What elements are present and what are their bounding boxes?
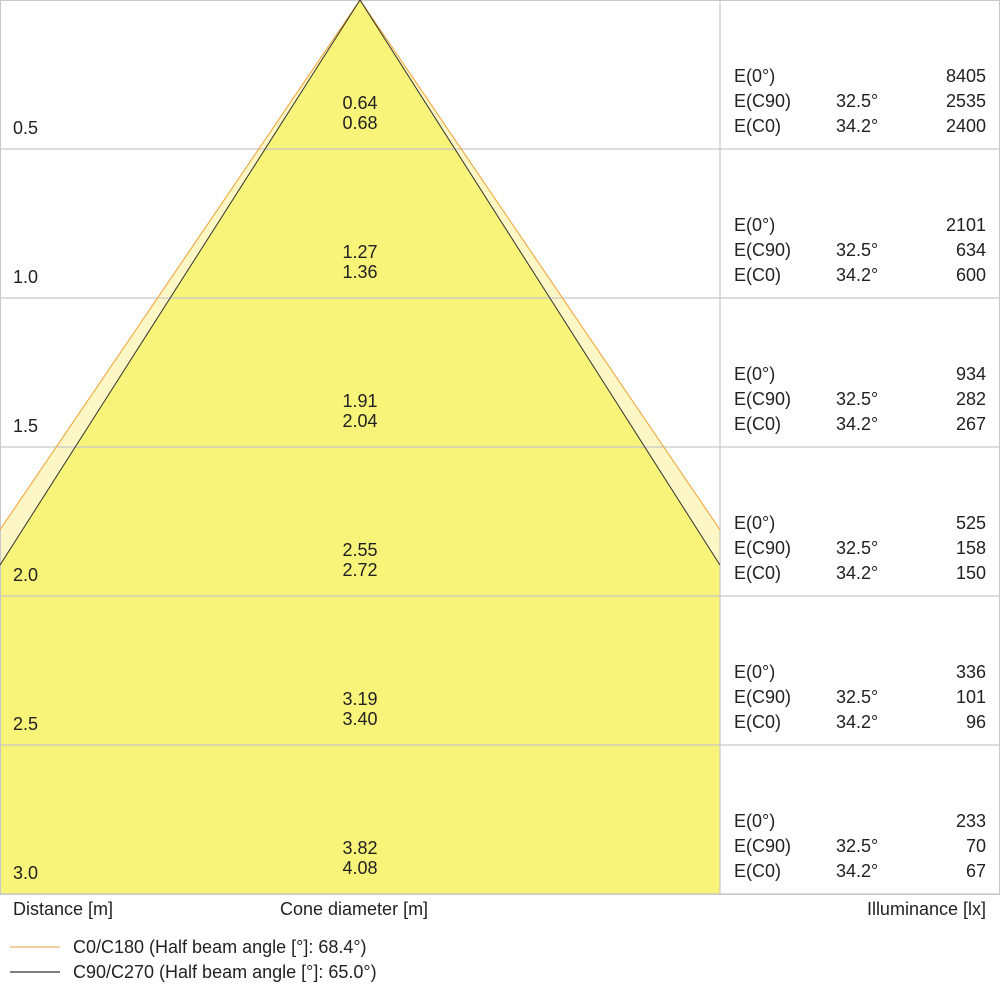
- beam-angle-value: 32.5°: [836, 91, 879, 111]
- illuminance-label: E(0°): [734, 513, 776, 533]
- illuminance-value: 2535: [945, 91, 986, 111]
- cone-diameter-c90: 3.19: [342, 689, 378, 709]
- distance-label: 2.5: [13, 714, 39, 734]
- legend-c90: C90/C270 (Half beam angle [°]: 65.0°): [73, 962, 377, 982]
- cone-diameter-c90: 0.64: [342, 93, 378, 113]
- illuminance-label: E(C0): [734, 414, 782, 434]
- beam-angle-value: 34.2°: [836, 414, 879, 434]
- beam-angle-value: 32.5°: [836, 836, 879, 856]
- beam-angle-value: 34.2°: [836, 116, 879, 136]
- beam-angle-value: 34.2°: [836, 563, 879, 583]
- distance-label: 3.0: [13, 863, 39, 883]
- illuminance-value: 150: [955, 563, 986, 583]
- illuminance-label: E(C90): [734, 389, 792, 409]
- cone-diameter-c90: 1.27: [342, 242, 378, 262]
- cone-diameter-c90: 1.91: [342, 391, 378, 411]
- illuminance-value: 67: [965, 861, 986, 881]
- cone-diameter-c0: 2.04: [342, 411, 378, 431]
- cone-diameter-c0: 0.68: [342, 113, 378, 133]
- illuminance-value: 233: [955, 811, 986, 831]
- cone-diameter-c0: 3.40: [342, 709, 378, 729]
- distance-label: 1.0: [13, 267, 39, 287]
- illuminance-value: 634: [955, 240, 986, 260]
- series-line-c90: [0, 0, 721, 566]
- legend-c0: C0/C180 (Half beam angle [°]: 68.4°): [73, 937, 367, 957]
- illuminance-label: E(C90): [734, 836, 792, 856]
- illuminance-label: E(C0): [734, 116, 782, 136]
- illuminance-label: E(C0): [734, 861, 782, 881]
- illuminance-label: E(0°): [734, 66, 776, 86]
- xlabel-cone-diameter: Cone diameter [m]: [280, 899, 429, 919]
- illuminance-value: 8405: [945, 66, 986, 86]
- illuminance-label: E(0°): [734, 811, 776, 831]
- beam-angle-value: 32.5°: [836, 389, 879, 409]
- illuminance-value: 2101: [945, 215, 986, 235]
- distance-label: 0.5: [13, 118, 39, 138]
- beam-angle-value: 32.5°: [836, 538, 879, 558]
- illuminance-label: E(C0): [734, 712, 782, 732]
- illuminance-value: 525: [955, 513, 986, 533]
- cone-diameter-c90: 3.82: [342, 838, 378, 858]
- illuminance-value: 600: [955, 265, 986, 285]
- illuminance-value: 101: [955, 687, 986, 707]
- cone-diameter-c0: 2.72: [342, 560, 378, 580]
- illuminance-label: E(C0): [734, 265, 782, 285]
- distance-label: 1.5: [13, 416, 39, 436]
- illuminance-label: E(C90): [734, 91, 792, 111]
- distance-label: 2.0: [13, 565, 39, 585]
- beam-angle-value: 34.2°: [836, 712, 879, 732]
- illuminance-label: E(C90): [734, 538, 792, 558]
- illuminance-value: 934: [955, 364, 986, 384]
- illuminance-label: E(C0): [734, 563, 782, 583]
- illuminance-value: 282: [955, 389, 986, 409]
- illuminance-value: 70: [965, 836, 986, 856]
- illuminance-label: E(0°): [734, 215, 776, 235]
- cone-diameter-c0: 4.08: [342, 858, 378, 878]
- cone-diameter-c90: 2.55: [342, 540, 378, 560]
- beam-angle-value: 32.5°: [836, 687, 879, 707]
- illuminance-value: 336: [955, 662, 986, 682]
- illuminance-label: E(C90): [734, 240, 792, 260]
- beam-angle-value: 32.5°: [836, 240, 879, 260]
- beam-angle-value: 34.2°: [836, 265, 879, 285]
- illuminance-label: E(C90): [734, 687, 792, 707]
- illuminance-label: E(0°): [734, 364, 776, 384]
- beam-angle-value: 34.2°: [836, 861, 879, 881]
- cone-diameter-c0: 1.36: [342, 262, 378, 282]
- illuminance-value: 158: [955, 538, 986, 558]
- xlabel-distance: Distance [m]: [13, 899, 114, 919]
- illuminance-value: 267: [955, 414, 986, 434]
- xlabel-illuminance: Illuminance [lx]: [866, 899, 986, 919]
- illuminance-label: E(0°): [734, 662, 776, 682]
- illuminance-value: 96: [965, 712, 986, 732]
- illuminance-value: 2400: [945, 116, 986, 136]
- series-line-c0: [0, 0, 721, 531]
